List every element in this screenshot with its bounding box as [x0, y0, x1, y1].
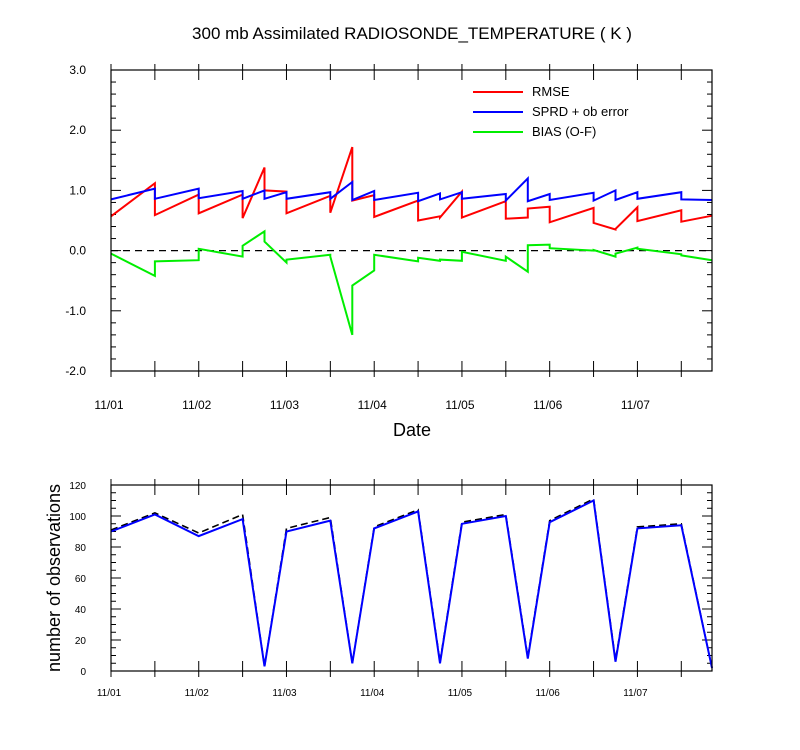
x-tick-label: 11/03 [272, 688, 297, 699]
bottom-axes: 0 20 40 60 80 100 120 11/01 11/02 11/03 11/04 11/05… [69, 479, 712, 699]
bottom-series-group [110, 497, 713, 669]
bottom-y-axis-label: number of observations [44, 484, 64, 672]
y-tick-label: 0.0 [69, 244, 86, 258]
y-tick-label: 100 [69, 512, 86, 523]
x-tick-label: 11/05 [448, 688, 473, 699]
x-tick-label: 11/04 [358, 398, 387, 412]
x-tick-label: 11/04 [360, 688, 385, 699]
series-line-observations [110, 498, 713, 669]
top-x-axis-label: Date [393, 420, 431, 440]
y-tick-label: 80 [75, 543, 87, 554]
top-legend: RMSE SPRD + ob error BIAS (O-F) [473, 84, 629, 139]
y-tick-label: 1.0 [69, 183, 86, 197]
top-plot-frame [110, 69, 713, 372]
y-tick-label: 20 [75, 636, 87, 647]
legend-label: BIAS (O-F) [532, 124, 596, 139]
x-tick-label: 11/05 [445, 398, 474, 412]
y-tick-label: -2.0 [65, 364, 86, 378]
x-tick-label: 11/06 [533, 398, 562, 412]
y-tick-label: -1.0 [65, 304, 86, 318]
legend-label: RMSE [532, 84, 570, 99]
y-tick-label: 120 [69, 481, 86, 492]
x-tick-label: 11/01 [94, 398, 123, 412]
top-chart: -2.0 -1.0 0.0 1.0 2.0 3.0 11/01 11/02 11/03 11/04… [65, 63, 713, 412]
top-chart-title: 300 mb Assimilated RADIOSONDE_TEMPERATUR… [192, 24, 632, 43]
top-axes: -2.0 -1.0 0.0 1.0 2.0 3.0 11/01 11/02 11/03 11/04… [65, 63, 712, 412]
series-line-sprd-ob-error [110, 175, 713, 204]
x-tick-label: 11/02 [185, 688, 210, 699]
x-tick-label: 11/02 [182, 398, 211, 412]
series-line-bias-o-f [110, 229, 713, 336]
y-tick-label: 40 [75, 605, 87, 616]
series-line-rmse [110, 146, 713, 231]
y-tick-label: 0 [80, 667, 86, 678]
x-tick-label: 11/03 [270, 398, 299, 412]
x-tick-label: 11/06 [536, 688, 561, 699]
y-tick-label: 3.0 [69, 63, 86, 77]
bottom-plot-frame [110, 484, 713, 672]
legend-label: SPRD + ob error [532, 104, 629, 119]
x-tick-label: 11/01 [97, 688, 122, 699]
bottom-chart: 0 20 40 60 80 100 120 11/01 11/02 11/03 11/04 11/05… [69, 479, 713, 699]
top-series-group [110, 146, 713, 336]
y-tick-label: 2.0 [69, 123, 86, 137]
x-tick-label: 11/07 [623, 688, 648, 699]
x-tick-label: 11/07 [621, 398, 650, 412]
y-tick-label: 60 [75, 574, 87, 585]
series-line-observations-dashed [110, 497, 713, 669]
